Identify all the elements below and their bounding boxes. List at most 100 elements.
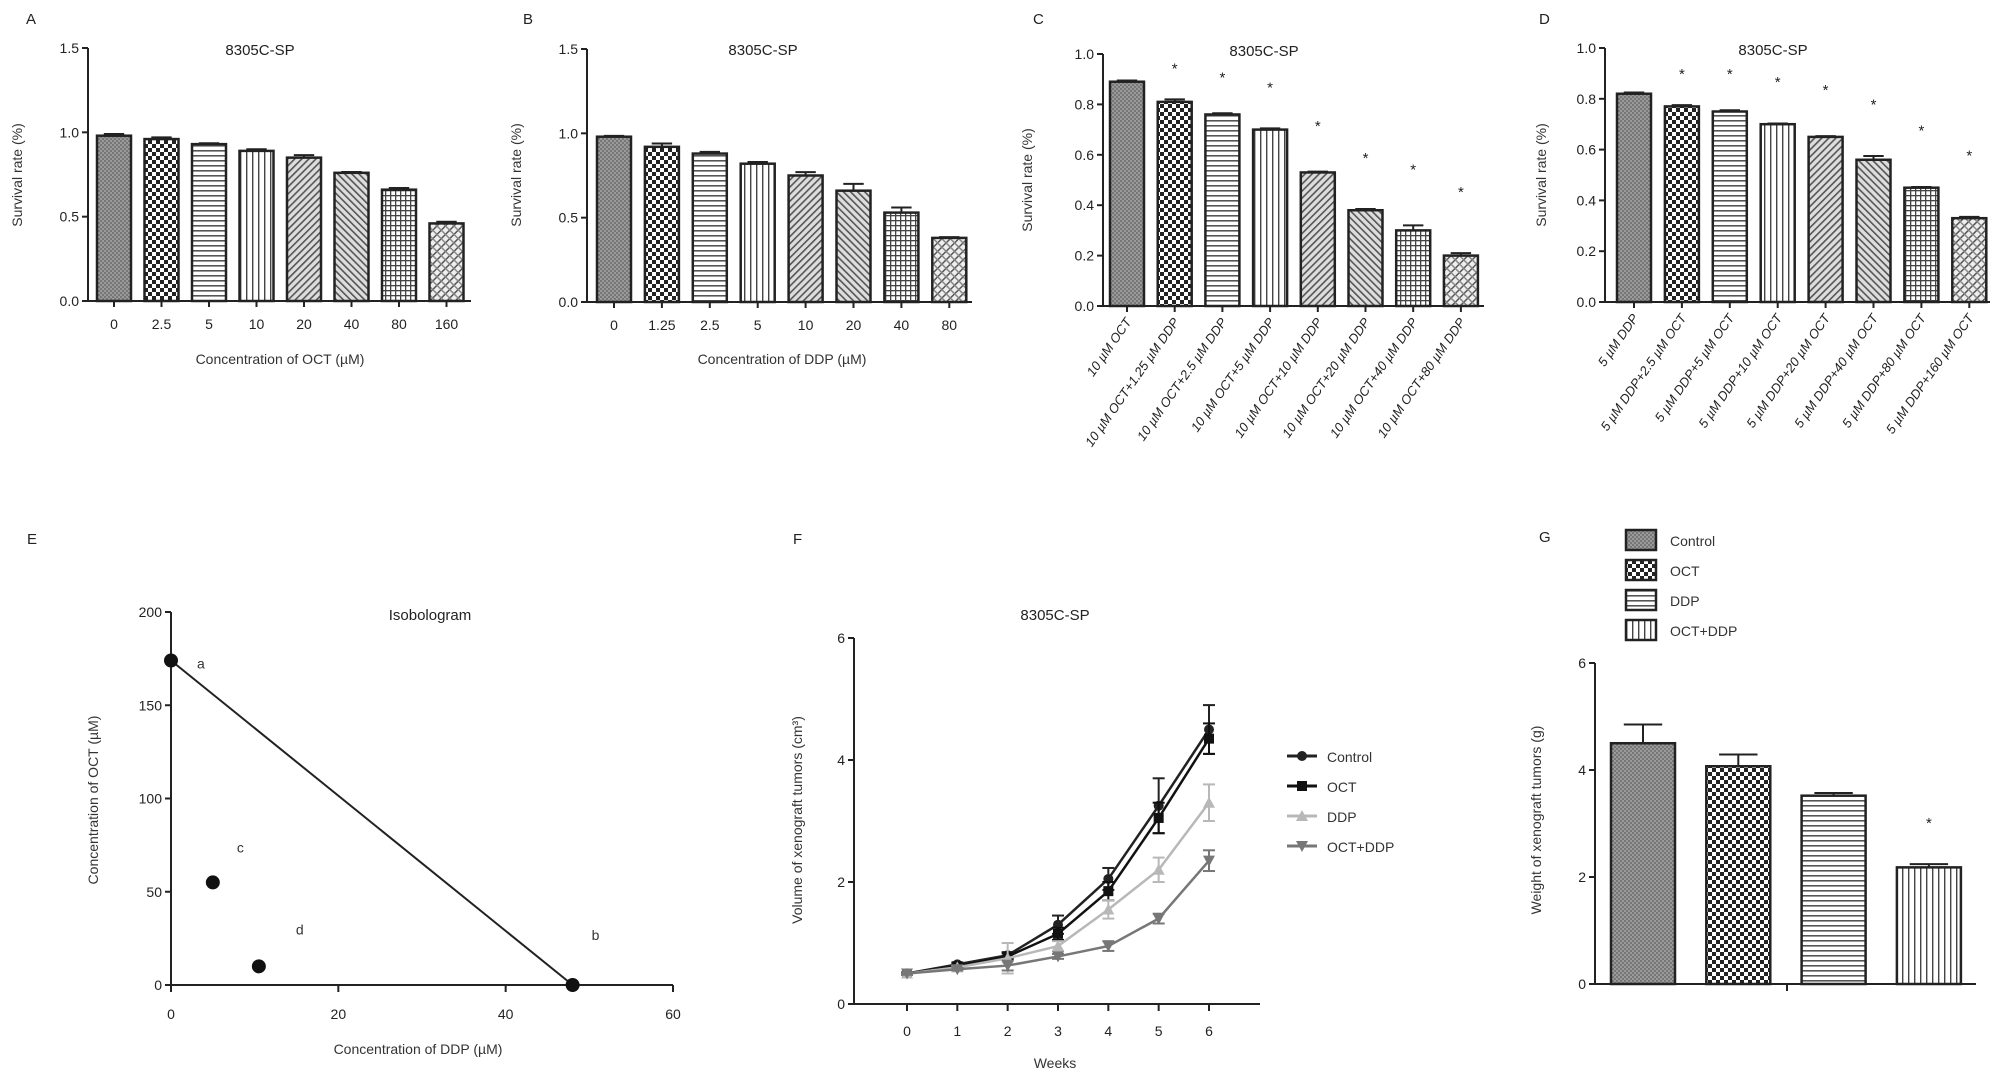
- isobole-line: [170, 659, 574, 986]
- legend-marker: [1296, 810, 1308, 821]
- y-tick-label: 1.0: [1577, 40, 1597, 56]
- legend-label: DDP: [1327, 809, 1357, 825]
- y-tick-label: 0.0: [1577, 294, 1597, 310]
- panel-letter: D: [1539, 11, 1550, 28]
- y-tick-label: 0.2: [1075, 248, 1095, 264]
- y-axis-label: Survival rate (%): [1533, 123, 1549, 226]
- y-tick-label: 1.5: [60, 40, 80, 56]
- x-tick-label: 1: [953, 1023, 961, 1039]
- y-tick-label: 2: [1578, 869, 1586, 885]
- data-point: [1102, 903, 1115, 915]
- bar: [1442, 254, 1480, 308]
- legend-swatch: [1624, 528, 1658, 552]
- y-tick-label: 0: [154, 977, 162, 993]
- x-tick-label: 4: [1104, 1023, 1112, 1039]
- x-tick-label: 5 µM DDP+80 µM OCT: [1839, 310, 1929, 430]
- x-tick-label: 5: [1155, 1023, 1163, 1039]
- point-label: b: [592, 927, 600, 943]
- significance-star: *: [1458, 184, 1464, 201]
- y-axis-label: Weight of xenograft tumors (g): [1528, 726, 1544, 915]
- y-tick-label: 0.2: [1577, 243, 1597, 259]
- data-point: [1103, 886, 1114, 897]
- x-tick-label: 10 µM OCT+5 µM DDP: [1188, 315, 1278, 435]
- x-tick-label: 5 µM DDP+20 µM OCT: [1743, 310, 1833, 430]
- x-tick-label: 60: [665, 1006, 681, 1022]
- bar: [285, 156, 323, 303]
- data-point: [1052, 940, 1064, 952]
- bar: [1108, 80, 1146, 308]
- bar: [787, 174, 824, 304]
- point-label: a: [197, 655, 205, 671]
- x-tick-label: 5 µM DDP+40 µM OCT: [1791, 310, 1881, 430]
- bar: [883, 211, 920, 304]
- x-tick-label: 40: [344, 316, 360, 332]
- bar: [1903, 186, 1940, 304]
- bar: [1615, 92, 1653, 304]
- x-tick-label: 1.25: [648, 317, 675, 333]
- y-tick-label: 1.0: [1075, 46, 1095, 62]
- y-tick-label: 0.8: [1075, 96, 1095, 112]
- y-tick-label: 0.4: [1577, 192, 1597, 208]
- panel-letter: B: [523, 11, 533, 28]
- x-tick-label: 40: [498, 1006, 514, 1022]
- legend-label: DDP: [1670, 593, 1700, 609]
- y-axis-label: Survival rate (%): [9, 123, 25, 226]
- y-tick-label: 150: [139, 697, 163, 713]
- x-tick-label: 0: [167, 1006, 175, 1022]
- bar: [1711, 110, 1749, 304]
- x-tick-label: 2.5: [152, 316, 172, 332]
- x-tick-label: 5 µM DDP: [1595, 311, 1642, 369]
- bar: [190, 142, 228, 303]
- x-tick-label: 3: [1054, 1023, 1062, 1039]
- chart-title: 8305C-SP: [1229, 43, 1298, 60]
- x-axis-label: Concentration of DDP (µM): [698, 351, 867, 367]
- y-tick-label: 6: [1578, 655, 1586, 671]
- bar: [380, 188, 418, 303]
- panel-letter: G: [1539, 529, 1551, 546]
- x-tick-label: 5: [754, 317, 762, 333]
- legend-label: Control: [1670, 533, 1715, 549]
- panel-letter: A: [26, 11, 36, 28]
- x-tick-label: 160: [435, 316, 459, 332]
- legend-swatch: [1624, 588, 1658, 612]
- bar: [1855, 158, 1892, 304]
- y-tick-label: 0: [837, 996, 845, 1012]
- data-point: [1001, 960, 1014, 972]
- chart-title: 8305C-SP: [728, 42, 797, 59]
- y-tick-label: 0.5: [60, 209, 80, 225]
- y-tick-label: 0.0: [60, 293, 80, 309]
- bar: [595, 135, 633, 304]
- x-axis-label: Concentration of OCT (µM): [196, 351, 365, 367]
- y-tick-label: 0.5: [559, 210, 579, 226]
- legend-swatch: [1624, 558, 1658, 582]
- data-point: [251, 959, 266, 974]
- x-tick-label: 80: [391, 316, 407, 332]
- chart-title: Isobologram: [389, 607, 472, 624]
- y-tick-label: 1.0: [60, 124, 80, 140]
- x-tick-label: 5 µM DDP+2.5 µM OCT: [1597, 310, 1690, 433]
- bar: [1705, 765, 1772, 986]
- x-tick-label: 20: [296, 316, 312, 332]
- bar: [1299, 171, 1337, 308]
- y-tick-label: 0.6: [1577, 142, 1597, 158]
- y-tick-label: 50: [146, 884, 162, 900]
- legend-label: Control: [1327, 749, 1372, 765]
- y-tick-label: 0.0: [1075, 298, 1095, 314]
- y-tick-label: 0.8: [1577, 91, 1597, 107]
- x-tick-label: 0: [110, 316, 118, 332]
- bar: [1394, 229, 1432, 308]
- point-label: c: [237, 839, 244, 855]
- y-tick-label: 0: [1578, 976, 1586, 992]
- y-tick-label: 4: [1578, 762, 1586, 778]
- bar: [835, 189, 872, 304]
- y-axis-label: Survival rate (%): [508, 123, 524, 226]
- y-tick-label: 0.0: [559, 294, 579, 310]
- significance-star: *: [1363, 150, 1369, 167]
- significance-star: *: [1219, 69, 1225, 86]
- significance-star: *: [1410, 161, 1416, 178]
- data-point: [1204, 733, 1214, 744]
- x-tick-label: 40: [894, 317, 910, 333]
- x-tick-label: 10 µM OCT+1.25 µM DDP: [1082, 315, 1182, 449]
- x-tick-label: 10: [798, 317, 814, 333]
- y-axis-label: Concentration of OCT (µM): [85, 716, 101, 885]
